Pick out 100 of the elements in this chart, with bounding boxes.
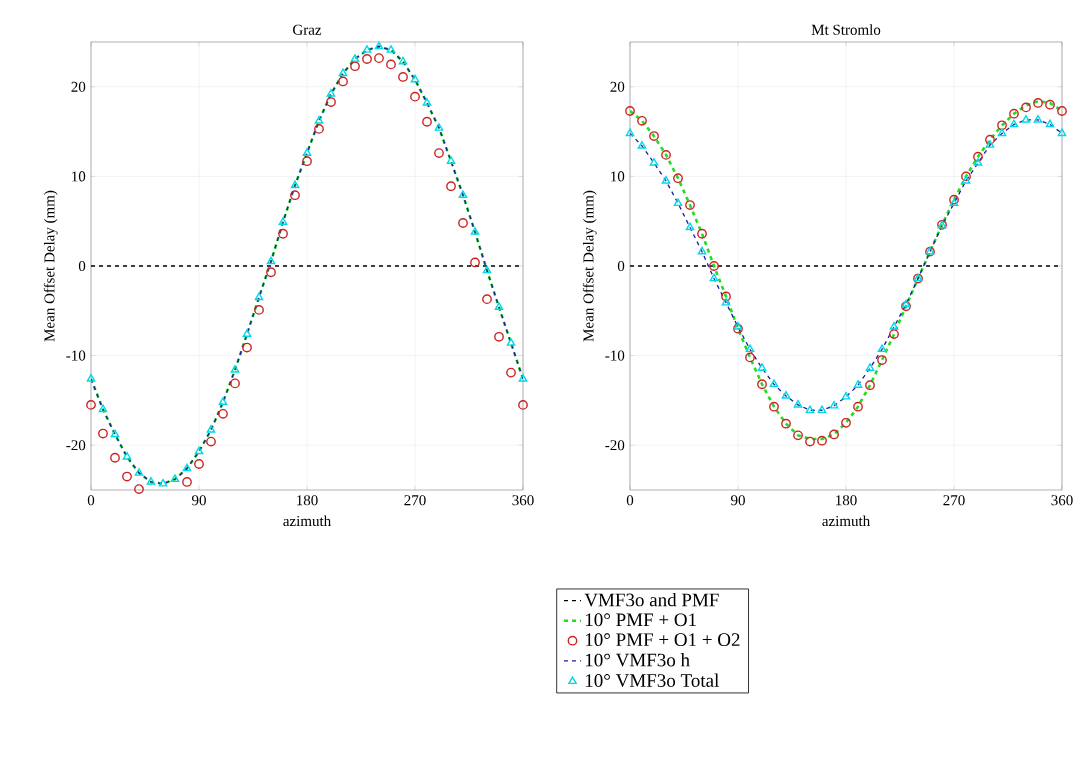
- y-tick-label: 0: [78, 260, 86, 272]
- point: [470, 227, 480, 235]
- point: [805, 405, 815, 414]
- point: [194, 446, 204, 455]
- point: [661, 149, 671, 160]
- x-tick-label: 360: [1051, 495, 1073, 506]
- x-tick-label: 180: [297, 495, 318, 506]
- point: [398, 72, 408, 82]
- x-tick-label: 90: [730, 495, 745, 506]
- point: [625, 106, 635, 116]
- point: [374, 53, 384, 64]
- point: [410, 74, 420, 83]
- point: [230, 365, 240, 373]
- point: [362, 45, 372, 53]
- point: [1033, 115, 1043, 123]
- point: [494, 302, 504, 311]
- x-tick-label: 270: [943, 495, 965, 506]
- point: [1045, 119, 1055, 128]
- point: [374, 41, 384, 50]
- point: [506, 338, 516, 346]
- y-tick-label: -20: [605, 440, 625, 451]
- point: [1033, 98, 1043, 108]
- point: [242, 342, 252, 353]
- point: [649, 158, 659, 166]
- y-axis-title: Mean Offset Delay (mm): [582, 190, 597, 342]
- y-tick-label: 20: [71, 81, 86, 92]
- x-tick-label: 180: [836, 495, 857, 506]
- point: [865, 363, 875, 371]
- point: [314, 124, 324, 134]
- point: [949, 198, 959, 207]
- point: [721, 291, 731, 302]
- point: [314, 115, 324, 124]
- y-tick-label: 20: [610, 81, 625, 92]
- point: [362, 54, 372, 64]
- point: [685, 222, 695, 231]
- point: [302, 148, 312, 156]
- point: [386, 45, 396, 53]
- point: [338, 68, 348, 77]
- point: [769, 379, 779, 388]
- point: [350, 61, 360, 72]
- point: [973, 158, 983, 166]
- legend-label: 10° PMF + O1: [585, 613, 696, 627]
- y-tick-label: 10: [72, 171, 86, 182]
- point: [745, 344, 755, 353]
- point: [134, 468, 144, 476]
- point: [745, 352, 755, 363]
- point: [278, 217, 288, 225]
- point: [853, 380, 863, 388]
- point: [206, 425, 216, 433]
- point: [170, 474, 180, 483]
- point: [386, 59, 396, 70]
- point: [518, 399, 528, 410]
- point: [98, 428, 108, 439]
- point: [997, 120, 1007, 131]
- point: [1021, 115, 1031, 123]
- point: [506, 367, 516, 378]
- point: [326, 97, 336, 107]
- legend-label: 10° VMF3o h: [585, 653, 690, 667]
- point: [338, 76, 348, 87]
- point: [757, 379, 767, 390]
- point: [182, 463, 192, 472]
- x-tick-label: 0: [626, 495, 634, 506]
- point: [817, 405, 827, 414]
- point: [685, 200, 695, 210]
- point: [434, 123, 444, 131]
- point: [841, 391, 851, 400]
- point: [218, 397, 228, 405]
- point: [769, 401, 779, 412]
- point: [961, 175, 971, 184]
- point: [781, 391, 791, 399]
- point: [494, 331, 504, 342]
- point: [470, 257, 480, 268]
- y-tick-label: -10: [66, 350, 86, 361]
- point: [446, 156, 456, 164]
- legend-label: 10° VMF3o Total: [585, 673, 719, 687]
- point: [673, 198, 683, 207]
- legend-label: VMF3o and PMF: [584, 592, 719, 607]
- point: [290, 180, 300, 189]
- point: [98, 404, 108, 413]
- chart-title: Mt Stromlo: [811, 24, 881, 35]
- point: [889, 329, 899, 339]
- point: [901, 301, 911, 312]
- point: [218, 408, 228, 419]
- point: [518, 374, 528, 382]
- point: [841, 417, 851, 428]
- point: [829, 429, 839, 440]
- point: [230, 378, 240, 389]
- point: [254, 305, 264, 315]
- point: [985, 134, 995, 145]
- point: [865, 380, 875, 391]
- point: [146, 477, 156, 485]
- point: [997, 128, 1007, 137]
- point: [733, 322, 743, 330]
- point: [1009, 108, 1019, 119]
- point: [697, 228, 707, 239]
- point: [194, 459, 204, 469]
- y-tick-label: -10: [605, 350, 625, 361]
- point: [482, 265, 492, 274]
- point: [122, 471, 132, 482]
- point: [781, 418, 791, 429]
